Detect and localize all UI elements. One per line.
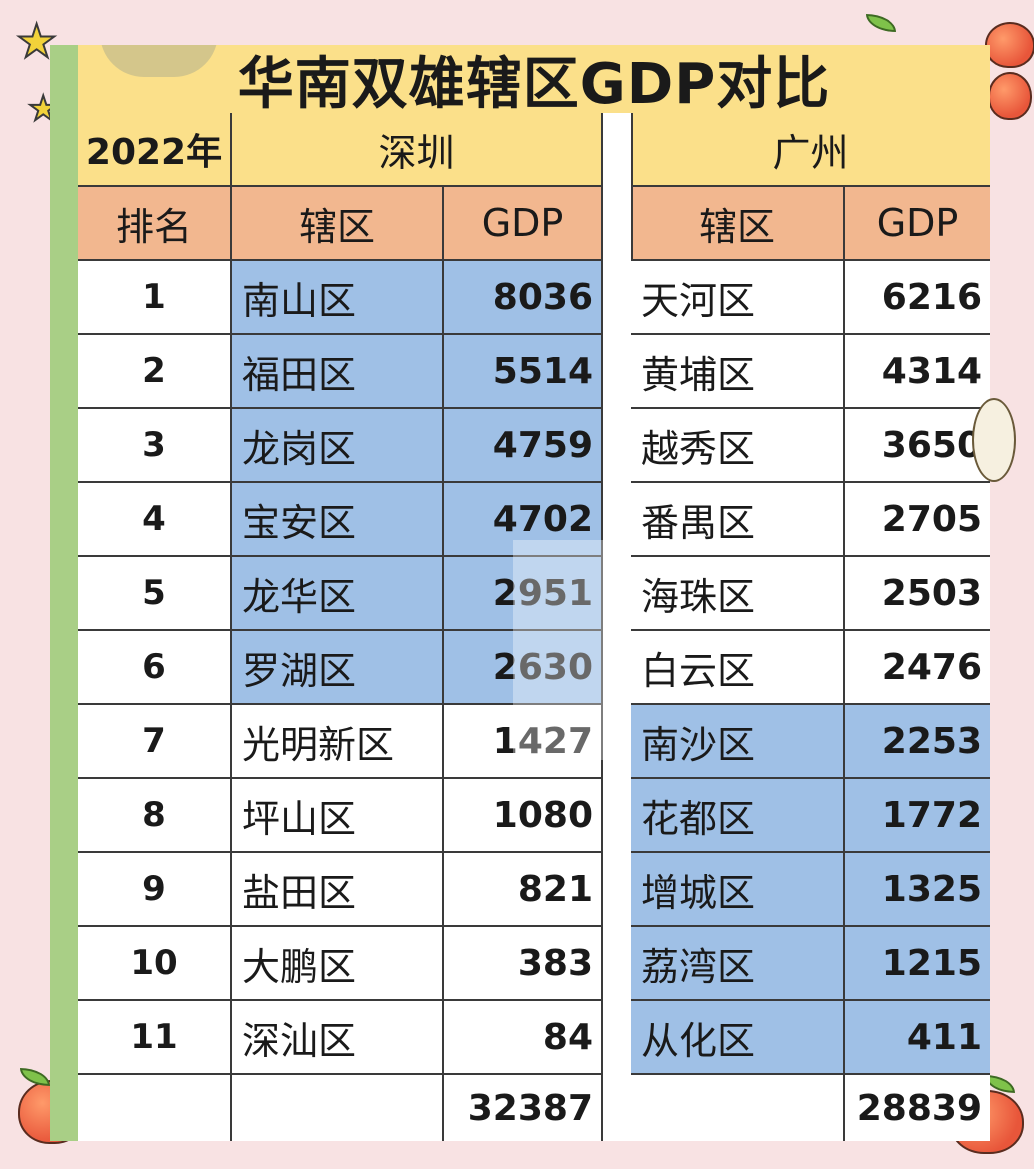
gz-gdp-cell: 6216 — [845, 261, 990, 335]
sz-gdp-cell: 84 — [444, 1001, 603, 1075]
total-sz-gdp: 32387 — [444, 1075, 603, 1141]
gz-district-cell: 白云区 — [631, 631, 845, 705]
page-title: 华南双雄辖区GDP对比 — [237, 51, 831, 117]
city-header-guangzhou: 广州 — [631, 113, 990, 187]
header-sz-district: 辖区 — [232, 187, 444, 261]
header-rank: 排名 — [78, 187, 232, 261]
total-gz-gdp: 28839 — [845, 1075, 990, 1141]
sz-district-cell: 大鹏区 — [232, 927, 444, 1001]
gz-gdp-cell: 2705 — [845, 483, 990, 557]
title-row: 华南双雄辖区GDP对比 — [78, 45, 990, 117]
header-gz-gdp: GDP — [845, 187, 990, 261]
gz-gdp-cell: 2503 — [845, 557, 990, 631]
gz-district-cell: 番禺区 — [631, 483, 845, 557]
gz-gdp-cell: 3650 — [845, 409, 990, 483]
gz-district-cell: 增城区 — [631, 853, 845, 927]
rank-cell: 3 — [78, 409, 232, 483]
sz-district-cell: 福田区 — [232, 335, 444, 409]
header-gz-district: 辖区 — [631, 187, 845, 261]
leaf-icon — [866, 14, 896, 32]
total-sz-name-cell — [232, 1075, 444, 1141]
rank-cell: 4 — [78, 483, 232, 557]
left-strip — [50, 45, 80, 1141]
sz-gdp-cell: 1080 — [444, 779, 603, 853]
sz-district-cell: 深汕区 — [232, 1001, 444, 1075]
gdp-table-card: 华南双雄辖区GDP对比 2022年 深圳 广州 排名 辖区 GDP 辖区 GDP… — [78, 45, 990, 1141]
sz-district-cell: 宝安区 — [232, 483, 444, 557]
gz-district-cell: 荔湾区 — [631, 927, 845, 1001]
gz-district-cell: 黄埔区 — [631, 335, 845, 409]
total-rank-cell — [78, 1075, 232, 1141]
rank-cell: 8 — [78, 779, 232, 853]
gz-district-cell: 海珠区 — [631, 557, 845, 631]
sz-district-cell: 罗湖区 — [232, 631, 444, 705]
sz-gdp-cell: 1427 — [444, 705, 603, 779]
sz-gdp-cell: 383 — [444, 927, 603, 1001]
rank-cell: 9 — [78, 853, 232, 927]
sz-gdp-cell: 2630 — [444, 631, 603, 705]
rank-cell: 11 — [78, 1001, 232, 1075]
sz-district-cell: 坪山区 — [232, 779, 444, 853]
rank-cell: 6 — [78, 631, 232, 705]
gz-district-cell: 天河区 — [631, 261, 845, 335]
header-sz-gdp: GDP — [444, 187, 603, 261]
rank-cell: 7 — [78, 705, 232, 779]
gz-district-cell: 南沙区 — [631, 705, 845, 779]
play-overlay — [513, 540, 613, 760]
sz-gdp-cell: 821 — [444, 853, 603, 927]
gz-gdp-cell: 1325 — [845, 853, 990, 927]
year-cell: 2022年 — [78, 113, 232, 187]
sz-district-cell: 龙岗区 — [232, 409, 444, 483]
rank-cell: 2 — [78, 335, 232, 409]
city-header-shenzhen: 深圳 — [232, 113, 603, 187]
gz-gdp-cell: 4314 — [845, 335, 990, 409]
rank-cell: 1 — [78, 261, 232, 335]
sz-gdp-cell: 4759 — [444, 409, 603, 483]
sz-district-cell: 龙华区 — [232, 557, 444, 631]
badge-decoration — [100, 45, 218, 77]
sz-district-cell: 南山区 — [232, 261, 444, 335]
gz-district-cell: 花都区 — [631, 779, 845, 853]
gz-district-cell: 越秀区 — [631, 409, 845, 483]
total-gz-name-cell — [631, 1075, 845, 1141]
round-sticker — [972, 398, 1016, 482]
sz-gdp-cell: 4702 — [444, 483, 603, 557]
gz-gdp-cell: 2253 — [845, 705, 990, 779]
sz-gdp-cell: 5514 — [444, 335, 603, 409]
gz-district-cell: 从化区 — [631, 1001, 845, 1075]
sz-district-cell: 光明新区 — [232, 705, 444, 779]
sz-gdp-cell: 8036 — [444, 261, 603, 335]
rank-cell: 10 — [78, 927, 232, 1001]
gz-gdp-cell: 2476 — [845, 631, 990, 705]
sz-gdp-cell: 2951 — [444, 557, 603, 631]
rank-cell: 5 — [78, 557, 232, 631]
gz-gdp-cell: 411 — [845, 1001, 990, 1075]
leaf-icon — [20, 1068, 50, 1086]
gz-gdp-cell: 1772 — [845, 779, 990, 853]
apple-icon — [985, 22, 1034, 68]
sz-district-cell: 盐田区 — [232, 853, 444, 927]
gz-gdp-cell: 1215 — [845, 927, 990, 1001]
apple-icon — [988, 72, 1032, 120]
